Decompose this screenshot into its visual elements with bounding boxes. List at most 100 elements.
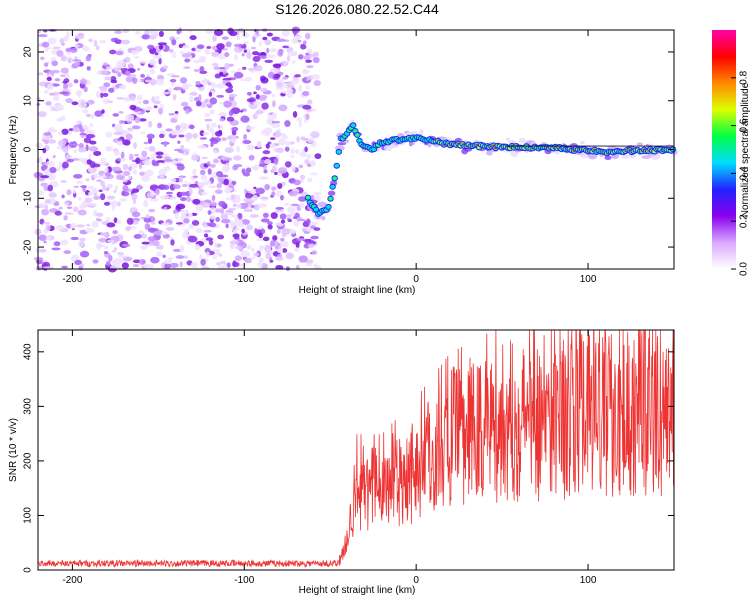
spectrogram-noise-blob — [228, 207, 237, 211]
spectrogram-noise-blob — [254, 227, 258, 235]
spectrogram-signal-peak — [306, 196, 310, 199]
spectrogram-noise-blob — [117, 251, 125, 256]
spectrogram-noise-blob — [271, 93, 276, 98]
spectrogram-noise-blob — [121, 191, 130, 197]
spectrogram-noise-blob — [163, 140, 167, 148]
spectrogram-noise-blob — [46, 173, 56, 181]
spectrogram-noise-blob — [222, 165, 231, 173]
spectrogram-noise-blob — [208, 222, 217, 228]
spectrogram-noise-blob — [170, 75, 180, 78]
spectrogram-noise-blob — [154, 229, 164, 236]
spectrogram-noise-blob — [176, 203, 186, 210]
spectrogram-noise-blob — [191, 219, 200, 226]
spectrogram-noise-blob — [120, 120, 126, 124]
snr-ytick-label: 100 — [23, 507, 34, 524]
spectrogram-noise-blob — [128, 166, 133, 171]
spectrogram-noise-blob — [99, 193, 106, 201]
spectrogram-noise-blob — [235, 245, 244, 250]
spectrogram-noise-blob — [147, 44, 155, 50]
spectrogram-noise-blob — [231, 126, 239, 132]
spectrogram-noise-blob — [202, 222, 208, 229]
spectrogram-noise-blob — [95, 244, 105, 248]
spectrogram-noise-blob — [231, 180, 237, 185]
spectrogram-noise-blob — [247, 67, 255, 71]
spectrogram-noise-blob — [287, 219, 293, 223]
spectrogram-noise-blob — [85, 134, 96, 139]
spectrogram-noise-blob — [45, 101, 52, 106]
spectrogram-noise-blob — [142, 99, 150, 105]
spectrogram-noise-blob — [298, 164, 304, 169]
spectrogram-noise-blob — [262, 150, 271, 155]
spectrogram-noise-blob — [121, 243, 131, 248]
spectrogram-noise-blob — [252, 194, 259, 201]
spectrogram-noise-blob — [219, 124, 224, 129]
snr-xtick-label: 0 — [413, 575, 419, 586]
spectrogram-noise-blob — [217, 175, 223, 183]
spectrogram-noise-blob — [149, 154, 156, 161]
spectrogram-noise-blob — [276, 229, 281, 234]
spectrogram-noise-blob — [195, 80, 201, 86]
spectrogram-noise-blob — [204, 113, 211, 118]
spectrogram-noise-blob — [255, 84, 261, 91]
spectrogram-noise-blob — [245, 167, 252, 173]
snr-frame — [37, 329, 675, 571]
spectrogram-noise-blob — [271, 120, 281, 124]
spectrogram-signal-halo — [454, 137, 463, 143]
spectrogram-noise-blob — [305, 259, 314, 264]
spectrogram-noise-blob — [213, 29, 224, 37]
spectrogram-noise-blob — [152, 161, 160, 167]
spectrogram-noise-blob — [196, 44, 205, 49]
spectrogram-xtick-label: 0 — [413, 274, 419, 285]
spectrogram-noise-blob — [216, 43, 225, 50]
spectrogram-noise-blob — [80, 134, 85, 138]
spectrogram-noise-blob — [103, 62, 108, 67]
spectrogram-noise-blob — [237, 68, 242, 72]
spectrogram-noise-blob — [313, 80, 321, 87]
spectrogram-noise-blob — [178, 43, 183, 49]
spectrogram-noise-blob — [175, 255, 185, 259]
spectrogram-noise-blob — [306, 65, 314, 69]
spectrogram-noise-blob — [241, 53, 245, 57]
spectrogram-noise-blob — [132, 259, 141, 264]
spectrogram-noise-blob — [155, 151, 164, 156]
spectrogram-signal-core — [313, 207, 319, 212]
spectrogram-noise-blob — [198, 93, 202, 102]
spectrogram-noise-blob — [140, 73, 145, 78]
spectrogram-noise-blob — [52, 154, 56, 159]
spectrogram-noise-blob — [214, 242, 218, 248]
spectrogram-noise-blob — [179, 245, 185, 253]
spectrogram-noise-blob — [251, 256, 256, 260]
spectrogram-noise-blob — [159, 195, 170, 200]
spectrogram-noise-blob — [159, 175, 165, 179]
spectrogram-noise-blob — [144, 106, 154, 109]
spectrogram-noise-blob — [150, 221, 156, 225]
spectrogram-noise-blob — [162, 254, 166, 258]
spectrogram-noise-blob — [93, 39, 98, 47]
spectrogram-noise-blob — [215, 208, 221, 213]
spectrogram-noise-blob — [290, 203, 300, 207]
spectrogram-noise-blob — [98, 85, 108, 90]
spectrogram-noise-blob — [243, 207, 252, 213]
spectrogram-noise-blob — [103, 82, 111, 88]
spectrogram-noise-blob — [234, 227, 241, 231]
spectrogram-noise-blob — [65, 56, 74, 63]
spectrogram-noise-blob — [148, 208, 156, 213]
spectrogram-noise-blob — [80, 185, 88, 189]
spectrogram-noise-blob — [104, 167, 109, 174]
spectrogram-noise-blob — [239, 109, 244, 113]
spectrogram-noise-blob — [225, 41, 232, 48]
spectrogram-noise-blob — [47, 83, 54, 91]
spectrogram-noise-blob — [230, 214, 238, 218]
spectrogram-noise-blob — [86, 66, 91, 71]
spectrogram-noise-blob — [302, 104, 312, 110]
spectrogram-noise-blob — [57, 139, 67, 147]
spectrogram-noise-blob — [73, 148, 77, 154]
spectrogram-noise-blob — [272, 100, 276, 108]
spectrogram-noise-blob — [293, 179, 301, 186]
spectrogram-noise-blob — [233, 237, 240, 240]
spectrogram-noise-blob — [307, 243, 315, 249]
spectrogram-noise-blob — [41, 208, 49, 216]
spectrogram-noise-blob — [63, 215, 68, 221]
spectrogram-noise-blob — [219, 207, 225, 215]
spectrogram-noise-blob — [175, 222, 183, 225]
